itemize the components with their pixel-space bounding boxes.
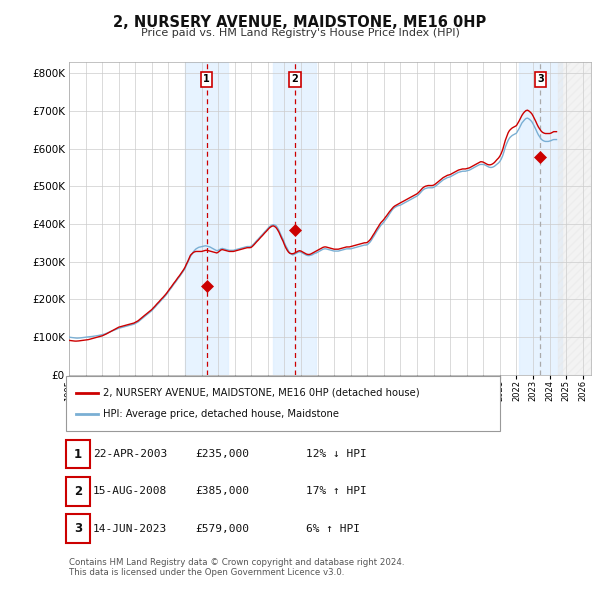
Text: 17% ↑ HPI: 17% ↑ HPI <box>306 487 367 496</box>
Text: £235,000: £235,000 <box>195 450 249 459</box>
Text: 6% ↑ HPI: 6% ↑ HPI <box>306 524 360 533</box>
Text: 3: 3 <box>537 74 544 84</box>
Text: 14-JUN-2023: 14-JUN-2023 <box>93 524 167 533</box>
Text: 1: 1 <box>74 448 82 461</box>
Text: 1: 1 <box>203 74 210 84</box>
Bar <box>519 62 562 375</box>
Text: 2: 2 <box>74 485 82 498</box>
Bar <box>185 62 228 375</box>
Text: 12% ↓ HPI: 12% ↓ HPI <box>306 450 367 459</box>
Text: HPI: Average price, detached house, Maidstone: HPI: Average price, detached house, Maid… <box>103 409 338 419</box>
Text: Price paid vs. HM Land Registry's House Price Index (HPI): Price paid vs. HM Land Registry's House … <box>140 28 460 38</box>
Text: 3: 3 <box>74 522 82 535</box>
Text: 15-AUG-2008: 15-AUG-2008 <box>93 487 167 496</box>
Text: £385,000: £385,000 <box>195 487 249 496</box>
Text: Contains HM Land Registry data © Crown copyright and database right 2024.
This d: Contains HM Land Registry data © Crown c… <box>69 558 404 577</box>
Text: 22-APR-2003: 22-APR-2003 <box>93 450 167 459</box>
Text: 2, NURSERY AVENUE, MAIDSTONE, ME16 0HP (detached house): 2, NURSERY AVENUE, MAIDSTONE, ME16 0HP (… <box>103 388 419 398</box>
Bar <box>273 62 316 375</box>
Text: 2, NURSERY AVENUE, MAIDSTONE, ME16 0HP: 2, NURSERY AVENUE, MAIDSTONE, ME16 0HP <box>113 15 487 30</box>
Text: 2: 2 <box>292 74 298 84</box>
Text: £579,000: £579,000 <box>195 524 249 533</box>
Bar <box>558 62 591 375</box>
